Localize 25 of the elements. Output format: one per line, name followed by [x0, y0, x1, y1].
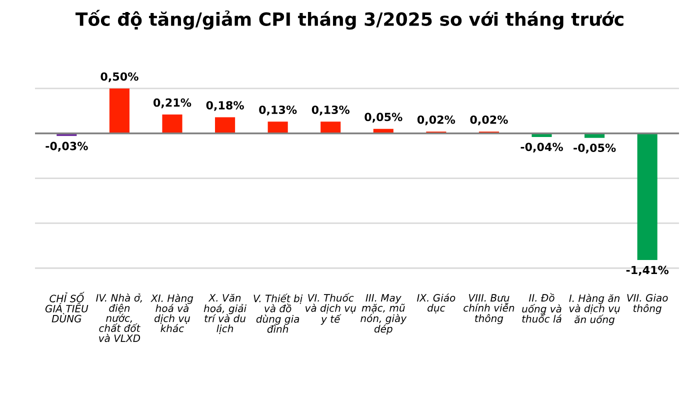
x-tick-label: X. Văn hoá, giải trí và du lịch	[204, 294, 246, 334]
x-tick-label: XI. Hàng hoá và dịch vụ khác	[150, 294, 194, 332]
x-tick-label: IX. Giáo dục	[416, 293, 456, 314]
data-label: -1,41%	[626, 266, 669, 276]
data-label: 0,13%	[259, 106, 297, 116]
data-label: 0,13%	[312, 106, 350, 116]
data-label: -0,04%	[520, 142, 563, 153]
data-label: 0,18%	[206, 101, 244, 111]
data-label: 0,02%	[470, 115, 508, 126]
data-label: 0,02%	[417, 115, 456, 126]
x-tick-label: CHỈ SỐ GIÁ TIÊU DÙNG	[45, 292, 88, 322]
x-tick-label: IV. Nhà ở, điện nước, chất đốt và VLXD	[96, 293, 142, 342]
data-label: -0,03%	[46, 142, 88, 152]
chart-title: Tốc độ tăng/giảm CPI tháng 3/2025 so với tháng trước	[76, 10, 624, 30]
x-tick-label: III. May mặc, mũ nón, giày dép	[360, 294, 407, 335]
data-label: -0,05%	[574, 144, 616, 154]
x-tick-label: I. Hàng ăn và dịch vụ ăn uống	[569, 294, 620, 326]
data-label: 0,05%	[364, 112, 402, 123]
data-label: 0,50%	[100, 72, 138, 82]
x-tick-label: VII. Giao thông	[627, 294, 668, 314]
x-tick-label: V. Thiết bị và đồ dùng gia đình	[254, 294, 303, 333]
data-label: 0,21%	[154, 98, 192, 108]
x-tick-label: II. Đồ uống và thuốc lá	[522, 293, 562, 323]
x-tick-label: VI. Thuốc và dịch vụ y tế	[306, 293, 356, 325]
x-tick-label: VIII. Bưu chính viễn thông	[464, 294, 514, 324]
